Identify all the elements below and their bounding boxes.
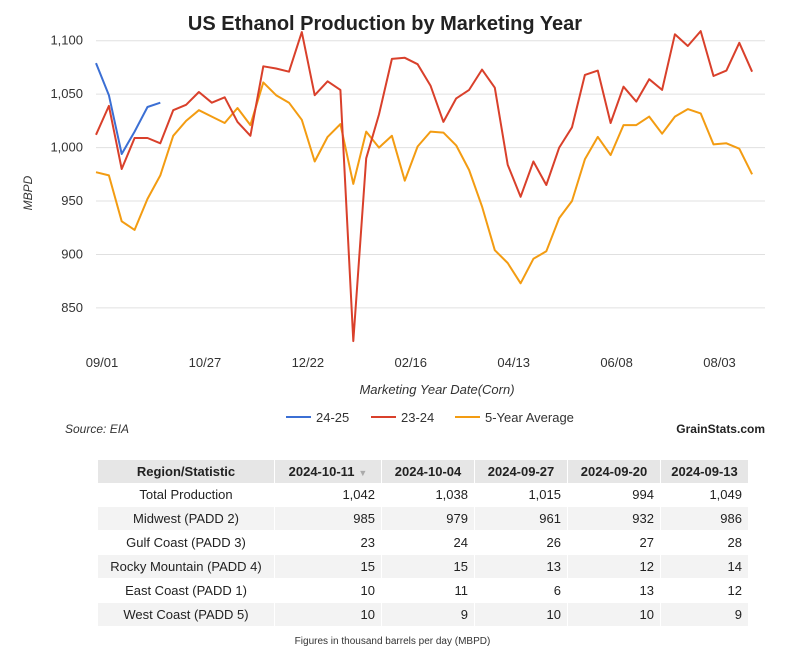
legend-item[interactable]: 23-24 — [371, 410, 434, 425]
table-cell: 28 — [660, 530, 749, 555]
row-label: Gulf Coast (PADD 3) — [98, 530, 275, 555]
table-cell: 26 — [474, 530, 568, 555]
x-tick-label: 08/03 — [703, 355, 736, 370]
sort-descending-icon[interactable]: ▼ — [358, 468, 368, 478]
table-header-label: Region/Statistic — [136, 464, 236, 479]
table-cell: 12 — [660, 578, 749, 603]
table-cell: 13 — [474, 554, 568, 579]
table-row: Gulf Coast (PADD 3) 23 24 26 27 28 — [98, 530, 749, 555]
legend[interactable]: 24-25 23-24 5-Year Average — [286, 410, 574, 425]
x-tick-label: 06/08 — [600, 355, 633, 370]
row-label: East Coast (PADD 1) — [98, 578, 275, 603]
table-body: Total Production 1,042 1,038 1,015 994 1,049 M… — [98, 483, 749, 627]
table-cell: 1,049 — [660, 483, 749, 507]
table-cell: 24 — [381, 530, 475, 555]
table-header-label: 2024-09-13 — [671, 464, 738, 479]
brand-link[interactable]: GrainStats.com — [676, 422, 765, 436]
table-cell: 13 — [567, 578, 661, 603]
row-label: West Coast (PADD 5) — [98, 602, 275, 627]
y-tick-label: 1,050 — [50, 86, 83, 101]
legend-label: 24-25 — [316, 410, 349, 425]
row-label: Midwest (PADD 2) — [98, 506, 275, 531]
table-header-row: Region/Statistic 2024-10-11 ▼ 2024-10-04 202… — [98, 460, 749, 483]
legend-item[interactable]: 24-25 — [286, 410, 349, 425]
table-cell: 10 — [274, 602, 382, 627]
table-header-date[interactable]: 2024-09-13 — [660, 460, 749, 483]
y-tick-label: 1,000 — [50, 140, 83, 155]
table-row: Midwest (PADD 2) 985 979 961 932 986 — [98, 506, 749, 531]
table-cell: 27 — [567, 530, 661, 555]
production-table: Region/Statistic 2024-10-11 ▼ 2024-10-04 202… — [98, 460, 749, 627]
y-axis-label: MBPD — [21, 175, 35, 210]
table-header-region[interactable]: Region/Statistic — [98, 460, 275, 483]
footnote: Figures in thousand barrels per day (MBP… — [294, 636, 491, 647]
row-label: Total Production — [98, 483, 275, 507]
table-header-label: 2024-09-20 — [580, 464, 648, 479]
table-cell: 6 — [474, 578, 568, 603]
table-row: Total Production 1,042 1,038 1,015 994 1,049 — [98, 483, 749, 507]
y-tick-label: 950 — [61, 193, 83, 208]
table-cell: 979 — [381, 506, 475, 531]
table-cell: 14 — [660, 554, 749, 579]
row-label: Rocky Mountain (PADD 4) — [98, 554, 275, 579]
series-line-5-year-average — [95, 81, 753, 285]
table-cell: 1,042 — [274, 483, 382, 507]
legend-item[interactable]: 5-Year Average — [455, 410, 574, 425]
table-cell: 9 — [381, 602, 475, 627]
grid-lines — [96, 40, 765, 309]
table-header-date[interactable]: 2024-10-04 — [381, 460, 475, 483]
x-axis-label: Marketing Year Date(Corn) — [359, 382, 514, 397]
table-cell: 12 — [567, 554, 661, 579]
table-cell: 961 — [474, 506, 568, 531]
table-header-date[interactable]: 2024-09-20 — [567, 460, 661, 483]
table-cell: 985 — [274, 506, 382, 531]
table-cell: 10 — [567, 602, 661, 627]
legend-label: 23-24 — [401, 410, 434, 425]
series-line-24-25 — [95, 62, 161, 155]
table-cell: 9 — [660, 602, 749, 627]
table-header-label: 2024-09-27 — [487, 464, 555, 479]
table-cell: 994 — [567, 483, 661, 507]
table-header-label: 2024-10-11 — [288, 464, 355, 479]
table-cell: 23 — [274, 530, 382, 555]
ethanol-production-chart: US Ethanol Production by Marketing Year … — [21, 13, 765, 425]
y-tick-label: 850 — [61, 300, 83, 315]
legend-label: 5-Year Average — [485, 410, 574, 425]
table-cell: 1,015 — [474, 483, 568, 507]
table-header-date[interactable]: 2024-10-11 ▼ — [274, 460, 382, 483]
table-cell: 10 — [474, 602, 568, 627]
series-line-23-24 — [95, 30, 754, 343]
y-tick-label: 1,100 — [50, 33, 83, 48]
table-header-label: 2024-10-04 — [394, 464, 462, 479]
y-tick-label: 900 — [61, 246, 83, 261]
chart-title: US Ethanol Production by Marketing Year — [188, 13, 582, 35]
x-tick-label: 04/13 — [497, 355, 530, 370]
table-cell: 10 — [274, 578, 382, 603]
x-tick-label: 02/16 — [394, 355, 427, 370]
table-row: West Coast (PADD 5) 10 9 10 10 9 — [98, 602, 749, 627]
table-cell: 932 — [567, 506, 661, 531]
x-tick-label: 10/27 — [189, 355, 222, 370]
table-header-date[interactable]: 2024-09-27 — [474, 460, 568, 483]
y-axis-ticks: 850 900 950 1,000 1,050 1,100 — [50, 33, 83, 315]
source-note: Source: EIA — [65, 422, 130, 436]
x-axis-ticks: 09/01 10/27 12/22 02/16 04/13 06/08 08/03 — [86, 355, 736, 370]
table-cell: 15 — [274, 554, 382, 579]
x-tick-label: 09/01 — [86, 355, 119, 370]
table-cell: 1,038 — [381, 483, 475, 507]
table-cell: 986 — [660, 506, 749, 531]
x-tick-label: 12/22 — [292, 355, 325, 370]
table-row: East Coast (PADD 1) 10 11 6 13 12 — [98, 578, 749, 603]
table-cell: 11 — [381, 578, 475, 603]
table-row: Rocky Mountain (PADD 4) 15 15 13 12 14 — [98, 554, 749, 579]
table-cell: 15 — [381, 554, 475, 579]
series-lines — [95, 30, 754, 343]
